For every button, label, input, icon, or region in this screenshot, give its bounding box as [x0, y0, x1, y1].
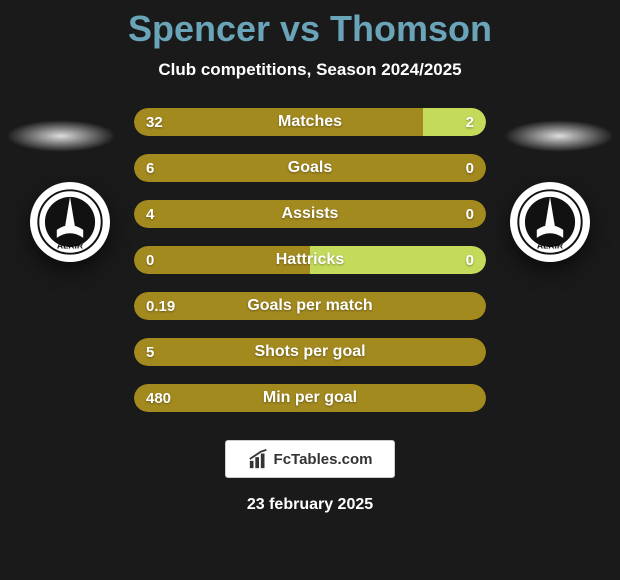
chart-icon	[248, 448, 270, 470]
bar-value-left: 0.19	[146, 292, 175, 320]
bar-segment-left	[134, 246, 310, 274]
date-label: 23 february 2025	[247, 496, 373, 514]
footer-brand-text: FcTables.com	[274, 451, 373, 468]
bar-segment-left	[134, 200, 486, 228]
comparison-container: Spencer vs Thomson Club competitions, Se…	[0, 0, 620, 580]
bar-value-right: 0	[466, 200, 474, 228]
bar-value-left: 4	[146, 200, 154, 228]
team-badge-label: ALKIR	[57, 240, 84, 250]
bar-segment-left	[134, 292, 486, 320]
subtitle: Club competitions, Season 2024/2025	[158, 60, 461, 80]
bar-value-left: 0	[146, 246, 154, 274]
bar-segment-right	[423, 108, 486, 136]
logo-shadow-right	[504, 120, 614, 152]
bar-segment-right	[310, 246, 486, 274]
team-badge-icon: ALKIR	[37, 189, 103, 255]
team-badge-label: ALKIR	[537, 240, 564, 250]
bar-segment-left	[134, 108, 423, 136]
bar-value-right: 0	[466, 246, 474, 274]
bar-row: Hattricks00	[134, 246, 486, 274]
bar-row: Assists40	[134, 200, 486, 228]
bar-value-left: 32	[146, 108, 163, 136]
team-logo-left: ALKIR	[30, 182, 110, 262]
bar-value-right: 0	[466, 154, 474, 182]
bar-segment-left	[134, 338, 486, 366]
footer-brand: FcTables.com	[225, 440, 395, 478]
bar-row: Goals60	[134, 154, 486, 182]
bar-segment-left	[134, 154, 486, 182]
bar-row: Min per goal480	[134, 384, 486, 412]
bar-value-right: 2	[466, 108, 474, 136]
bar-segment-left	[134, 384, 486, 412]
bar-row: Shots per goal5	[134, 338, 486, 366]
bar-value-left: 6	[146, 154, 154, 182]
bar-row: Goals per match0.19	[134, 292, 486, 320]
bar-row: Matches322	[134, 108, 486, 136]
team-logo-right: ALKIR	[510, 182, 590, 262]
bar-value-left: 480	[146, 384, 171, 412]
page-title: Spencer vs Thomson	[128, 8, 492, 50]
comparison-bars: Matches322Goals60Assists40Hattricks00Goa…	[134, 108, 486, 412]
team-badge-icon: ALKIR	[517, 189, 583, 255]
bar-value-left: 5	[146, 338, 154, 366]
logo-shadow-left	[6, 120, 116, 152]
